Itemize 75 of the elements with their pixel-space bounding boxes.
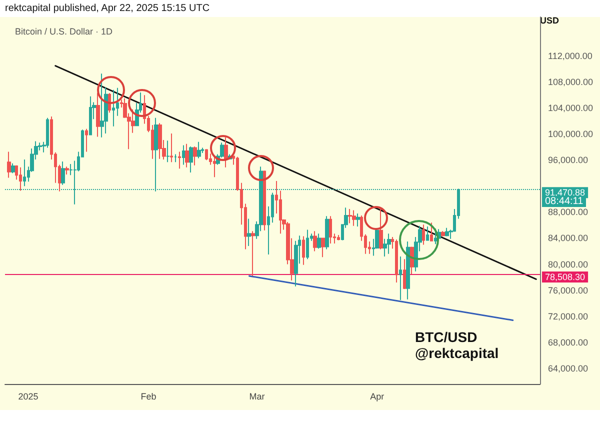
text: Bitcoin / U.S. Dollar · 1D (15, 26, 114, 36)
candlestick (410, 246, 414, 275)
candlestick (65, 166, 69, 175)
chart-subtitle: rektcapital published, Apr 22, 2025 15:15 UTC (5, 3, 210, 14)
y-tick-label: 80,000.00 (548, 259, 588, 270)
candlestick (306, 229, 309, 260)
candlestick (19, 166, 22, 192)
candlestick (321, 238, 325, 258)
candlestick (61, 160, 65, 186)
candlestick (89, 96, 92, 136)
candlestick (197, 141, 201, 159)
candlestick (399, 256, 402, 301)
candlestick (112, 89, 115, 127)
candlestick (213, 155, 216, 178)
candlestick (406, 240, 410, 300)
candlestick (251, 230, 255, 276)
y-tick-label: 64,000.00 (548, 363, 588, 374)
candlestick (395, 239, 398, 283)
candlestick (247, 218, 251, 247)
candlestick (46, 117, 49, 148)
candlestick (170, 132, 173, 163)
candlestick (11, 162, 15, 174)
y-tick-label: 108,000.00 (548, 77, 594, 88)
candlestick (85, 128, 88, 152)
annotation: BTC/USD (415, 329, 478, 345)
candlestick (325, 216, 329, 250)
y-tick-label: 68,000.00 (548, 337, 588, 348)
candlestick (96, 92, 100, 138)
y-tick-label: 88,000.00 (548, 207, 588, 218)
candlestick (182, 144, 185, 166)
y-tick-label: 112,000.00 (548, 51, 592, 62)
candlestick (193, 146, 197, 166)
candlestick (387, 233, 391, 254)
candlestick (337, 234, 340, 241)
candlestick (263, 170, 266, 231)
ref-line-label: 78,508.30 (545, 272, 586, 282)
y-tick-label: 72,000.00 (548, 311, 588, 322)
candlestick (356, 213, 360, 228)
y-tick-label: 96,000.00 (548, 155, 588, 166)
candlestick (174, 154, 177, 163)
candlestick (403, 258, 406, 290)
x-tick-label: Apr (370, 392, 384, 402)
candlestick (205, 148, 208, 161)
candlestick (445, 227, 449, 237)
candlestick (189, 146, 193, 174)
candlestick (426, 226, 429, 241)
text: 08:44:11 (542, 196, 586, 207)
candlestick (313, 230, 317, 252)
y-tick-label: 84,000.00 (548, 233, 588, 244)
candlestick (224, 136, 228, 168)
y-tick-label: 104,000.00 (548, 103, 594, 114)
candlestick (166, 140, 170, 163)
candlestick (430, 222, 433, 242)
candlestick (7, 151, 11, 178)
annotation: @rektcapital (415, 345, 499, 361)
candlestick (185, 143, 189, 168)
x-tick-label: Mar (249, 392, 265, 402)
candlestick (348, 208, 352, 224)
candlestick (100, 73, 104, 138)
y-tick-label: 76,000.00 (548, 285, 588, 296)
candlestick (329, 216, 332, 244)
candlestick (23, 159, 26, 187)
y-axis-title: USD (540, 16, 560, 26)
candlestick (422, 224, 425, 246)
candlestick (317, 233, 321, 250)
candlestick (178, 151, 181, 170)
x-tick-label: 2025 (18, 392, 38, 402)
x-tick-label: Feb (140, 392, 156, 402)
y-tick-label: 100,000.00 (548, 129, 594, 140)
candlestick (441, 230, 445, 237)
ref-line-label: 91,470.88 (545, 188, 586, 198)
candlestick (379, 208, 383, 250)
candlestick (158, 122, 162, 160)
candlestick (352, 210, 356, 226)
candlestick (302, 236, 305, 266)
